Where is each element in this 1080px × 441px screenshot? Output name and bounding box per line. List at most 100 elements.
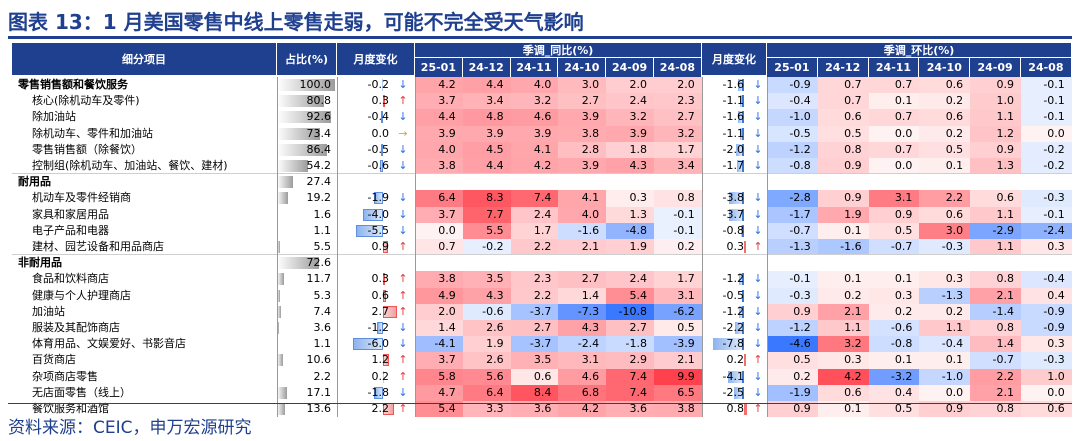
yoy-cell: 1.7	[654, 141, 702, 158]
yoy-cell: 1.7	[510, 222, 559, 239]
mom-cell: 0.0	[1021, 384, 1072, 401]
share-value: 3.6	[313, 321, 332, 334]
mom-cell: 0.1	[817, 401, 869, 418]
mom-change-2-value: -1.6	[722, 78, 744, 91]
mom-cell: -1.3	[919, 287, 971, 304]
trend-arrow-icon: ↓	[753, 304, 763, 318]
trend-arrow-icon: ↓	[753, 126, 763, 140]
yoy-cell: 3.2	[606, 109, 654, 126]
mom-cell: -1.6	[817, 239, 869, 256]
mom-change-bar	[380, 143, 383, 156]
yoy-cell: -0.6	[462, 303, 511, 320]
trend-arrow-icon: ↓	[753, 272, 763, 286]
mom-cell: 0.8	[970, 320, 1021, 337]
mom-change-2-value: -1.6	[722, 110, 744, 124]
trend-arrow-icon: →	[398, 126, 408, 140]
yoy-cell: 4.0	[558, 206, 607, 223]
trend-arrow-icon: ↓	[753, 159, 763, 172]
mom-cell: -0.8	[767, 158, 818, 175]
mom-cell: 0.9	[767, 401, 818, 418]
mom-cell: -0.3	[1021, 352, 1072, 369]
yoy-cell: 4.6	[510, 109, 559, 126]
mom-cell: -0.9	[1021, 320, 1072, 337]
yoy-cell: -3.9	[654, 336, 702, 353]
share-value: 1.6	[313, 207, 332, 221]
yoy-cell: 2.4	[606, 271, 654, 288]
share-value: 10.6	[306, 353, 332, 367]
share-value: 1.1	[313, 337, 332, 351]
mom-cell: -0.4	[1021, 271, 1072, 288]
share-value: 7.4	[313, 304, 332, 318]
mom-cell: -2.9	[970, 222, 1021, 239]
mom-cell: 0.0	[868, 125, 920, 142]
yoy-cell: 4.0	[510, 77, 559, 94]
yoy-cell: 5.4	[606, 287, 654, 304]
category-name: 无店面零售（线上）	[32, 385, 131, 399]
column-separator	[415, 77, 416, 418]
yoy-cell: 0.2	[654, 239, 702, 256]
share-value: 2.2	[313, 369, 332, 383]
yoy-cell: -4.1	[415, 336, 463, 353]
yoy-cell: 3.0	[558, 77, 607, 94]
share-bar	[277, 79, 335, 91]
share-value: 100.0	[299, 78, 332, 91]
yoy-cell: 0.6	[510, 368, 559, 385]
share-value: 19.2	[306, 191, 332, 205]
trend-arrow-icon: ↓	[398, 159, 408, 172]
trend-arrow-icon: ↓	[753, 369, 763, 383]
mom-cell: 3.1	[868, 190, 920, 207]
yoy-cell: -2.4	[558, 336, 607, 353]
mom-cell: 0.3	[868, 287, 920, 304]
mom-change-value: -1.9	[367, 191, 389, 205]
trend-arrow-icon: ↓	[753, 142, 763, 156]
mom-cell: 0.7	[868, 109, 920, 126]
header-mom-change-2: 月度变化	[702, 43, 767, 75]
mom-cell: -1.0	[767, 109, 818, 126]
yoy-cell: 3.4	[654, 158, 702, 175]
mom-cell: 1.1	[970, 206, 1021, 223]
mom-change-bar	[381, 111, 383, 124]
mom-change-2-bar	[739, 127, 744, 140]
header-divider-yoy	[415, 57, 702, 58]
mom-cell: 0.7	[817, 77, 869, 94]
mom-change-2-value: -0.5	[722, 288, 744, 302]
mom-cell: 1.0	[970, 93, 1021, 110]
share-bar	[277, 354, 284, 367]
share-value: 72.6	[306, 256, 332, 270]
yoy-cell: 3.7	[415, 93, 463, 110]
share-bar	[277, 273, 284, 286]
yoy-cell: 2.2	[510, 287, 559, 304]
category-name: 健康与个人护理商店	[32, 288, 131, 302]
mom-cell: 1.1	[817, 320, 869, 337]
mom-change-2-bar	[737, 111, 744, 124]
mom-change-bar	[383, 354, 389, 367]
yoy-cell: 1.3	[606, 206, 654, 223]
yoy-cell: 3.9	[606, 125, 654, 142]
mom-cell: -0.9	[767, 77, 818, 94]
header-yoy-month: 24-12	[462, 58, 511, 77]
yoy-cell: 2.1	[654, 352, 702, 369]
mom-change-value: -1.8	[367, 385, 389, 399]
mom-cell: -1.9	[767, 384, 818, 401]
yoy-cell: 2.8	[558, 141, 607, 158]
column-separator	[702, 77, 703, 418]
mom-change-2-value: -7.8	[722, 337, 744, 351]
category-name: 零售销售额（除餐饮）	[32, 142, 142, 156]
trend-arrow-icon: ↓	[398, 142, 408, 156]
mom-change-2-value: -4.1	[722, 369, 744, 383]
yoy-cell: 3.9	[558, 158, 607, 175]
mom-change-2-bar	[740, 224, 744, 237]
header-mom-month: 24-10	[919, 58, 971, 77]
yoy-cell: 4.9	[415, 287, 463, 304]
yoy-cell: 5.6	[462, 368, 511, 385]
mom-cell: 0.2	[767, 368, 818, 385]
category-name: 除机动车、零件和加油站	[32, 126, 153, 140]
yoy-cell: -6.2	[654, 303, 702, 320]
yoy-cell: 3.7	[415, 206, 463, 223]
share-bar	[277, 111, 331, 124]
yoy-cell: 3.5	[462, 271, 511, 288]
mom-cell: -0.1	[1021, 93, 1072, 110]
mom-change-value: 2.2	[371, 402, 390, 415]
mom-change-2-value: 0.2	[726, 353, 745, 367]
yoy-cell: 3.8	[558, 125, 607, 142]
